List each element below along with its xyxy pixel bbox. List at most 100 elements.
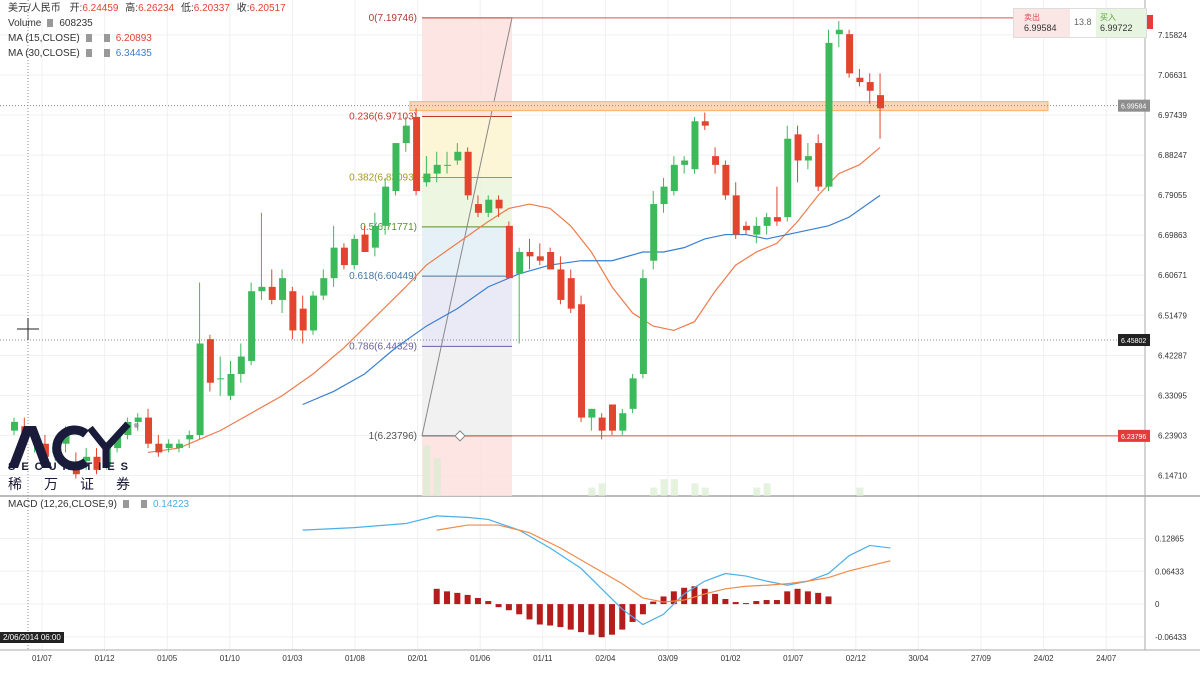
buy-price: 6.99722: [1100, 23, 1133, 33]
y-tick-label: 7.06631: [1158, 71, 1187, 80]
candle-body: [227, 374, 235, 396]
x-tick-label: 01/10: [220, 654, 241, 663]
volume-value: 608235: [59, 18, 93, 29]
fib-anchor-handle: [454, 430, 466, 442]
visibility-icon[interactable]: [122, 500, 129, 509]
volume-bar: [763, 483, 771, 496]
candle-body: [619, 413, 627, 431]
candle-body: [145, 417, 153, 444]
volume-bar: [753, 487, 761, 496]
candle-body: [371, 225, 379, 248]
current-price-tag: 6.99584: [1121, 104, 1146, 111]
volume-bar: [423, 445, 431, 496]
candle-body: [691, 121, 699, 170]
volume-label: Volume: [8, 18, 42, 29]
settings-icon[interactable]: [103, 34, 110, 43]
candle-body: [237, 356, 245, 374]
low-line-price-tag-bg: [1118, 429, 1150, 442]
y-tick-label: 6.97439: [1158, 111, 1187, 120]
volume-bar: [701, 487, 709, 496]
macd-histogram-bar: [578, 604, 585, 633]
candle-body: [175, 443, 183, 449]
x-tick-label: 01/06: [470, 654, 491, 663]
signal-line: [436, 524, 891, 603]
candle-body: [279, 278, 287, 300]
x-tick-label: 27/09: [971, 654, 992, 663]
candle-body: [846, 34, 854, 74]
fib-zone: [422, 17, 512, 117]
y-tick-label: 6.51479: [1158, 311, 1187, 320]
x-tick-label: 24/02: [1034, 654, 1055, 663]
candle-body: [536, 256, 544, 261]
macd-histogram-bar: [464, 594, 471, 605]
low-value: 6.20337: [193, 3, 230, 14]
macd-histogram-bar: [660, 596, 667, 605]
macd-histogram-bar: [815, 592, 822, 605]
x-tick-label: 24/07: [1096, 654, 1117, 663]
candle-body: [670, 164, 678, 191]
close-value: 6.20517: [249, 3, 286, 14]
visibility-icon[interactable]: [85, 34, 92, 43]
macd-legend: MACD (12,26,CLOSE,9) 0.14223: [8, 498, 189, 512]
candle-body: [309, 295, 317, 331]
fib-level-label: 0.618(6.60449): [349, 271, 417, 282]
volume-bar: [660, 479, 668, 496]
candle-body: [784, 138, 792, 218]
macd-histogram-bar: [588, 604, 595, 635]
candle-body: [206, 339, 214, 383]
ma15-legend: MA (15,CLOSE) 6.20893: [8, 32, 152, 46]
candle-body: [392, 143, 400, 191]
candle-body: [186, 435, 194, 440]
macd-y-tick-label: 0.12865: [1155, 534, 1184, 543]
volume-bar: [588, 487, 596, 496]
macd-histogram-bar: [804, 591, 811, 605]
macd-histogram-bar: [763, 600, 770, 605]
volume-bar: [856, 487, 864, 496]
candle-body: [722, 164, 730, 196]
y-tick-label: 6.14710: [1158, 471, 1187, 480]
macd-histogram-bar: [670, 591, 677, 605]
x-tick-label: 02/12: [846, 654, 867, 663]
x-tick-label: 01/03: [282, 654, 303, 663]
open-label: 开:: [69, 3, 83, 14]
sell-label: 卖出: [1024, 13, 1040, 22]
y-tick-label: 7.15824: [1158, 31, 1187, 40]
candle-body: [165, 443, 173, 449]
macd-histogram-bar: [485, 601, 492, 605]
ohlc-legend: 美元/人民币 开:6.24459 高:6.26234 低:6.20337 收:6…: [8, 2, 286, 16]
macd-histogram-bar: [753, 601, 760, 605]
macd-y-tick-label: 0.06433: [1155, 567, 1184, 576]
x-tick-label: 01/07: [32, 654, 53, 663]
candle-body: [413, 116, 421, 191]
settings-icon[interactable]: [140, 500, 147, 509]
candle-body: [495, 199, 503, 209]
ma30-line: [302, 194, 881, 406]
macd-histogram-bar: [794, 588, 801, 605]
candle-body: [320, 278, 328, 296]
macd-histogram-bar: [433, 588, 440, 605]
x-tick-label: 01/07: [783, 654, 804, 663]
candle-body: [639, 278, 647, 374]
y-tick-label: 6.69863: [1158, 231, 1187, 240]
ma30-legend: MA (30,CLOSE) 6.34435: [8, 47, 152, 61]
candle-body: [351, 238, 359, 266]
visibility-icon[interactable]: [85, 49, 92, 58]
fib-zone: [422, 346, 512, 436]
candle-body: [474, 204, 482, 213]
candle-body: [835, 29, 843, 35]
y-tick-label: 6.79055: [1158, 191, 1187, 200]
candle-body: [804, 156, 812, 161]
candle-body: [598, 417, 606, 431]
buy-button[interactable]: 买入 6.99722: [1096, 9, 1146, 37]
settings-icon[interactable]: [103, 49, 110, 58]
fib-level-label: 1(6.23796): [369, 431, 417, 442]
y-tick-label: 6.60671: [1158, 271, 1187, 280]
visibility-icon[interactable]: [47, 19, 54, 28]
sell-button[interactable]: 卖出 6.99584: [1014, 9, 1070, 37]
candle-body: [402, 125, 410, 144]
ma30-label: MA (30,CLOSE): [8, 48, 80, 59]
candle-body: [248, 291, 256, 361]
fib-level-label: 0.382(6.83093): [349, 173, 417, 184]
candle-body: [743, 225, 751, 231]
